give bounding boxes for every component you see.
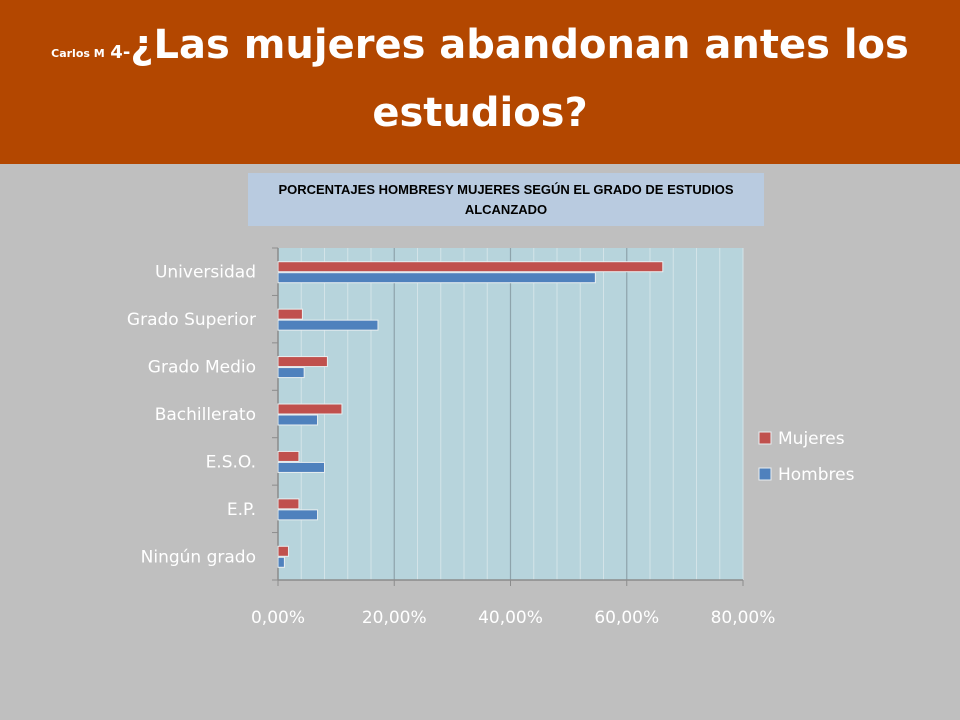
x-tick-label: 20,00%: [362, 608, 427, 628]
x-tick-label: 40,00%: [478, 608, 543, 628]
bar-hombres: [277, 414, 319, 426]
slide-number: 4-: [110, 42, 131, 63]
category-label: Universidad: [155, 263, 256, 283]
category-label: Bachillerato: [155, 405, 256, 425]
bar-hombres: [277, 461, 325, 473]
category-label: Ningún grado: [141, 547, 256, 567]
x-tick-label: 60,00%: [594, 608, 659, 628]
bar-mujeres: [277, 308, 303, 320]
category-label: Grado Superior: [127, 310, 256, 330]
legend-swatch-mujeres: [758, 431, 772, 445]
x-tick-label: 0,00%: [251, 608, 305, 628]
bar-mujeres: [277, 450, 300, 462]
chart-title: PORCENTAJES HOMBRESY MUJERES SEGÚN EL GR…: [248, 173, 764, 226]
bar-mujeres: [277, 261, 664, 273]
bar-hombres: [277, 319, 379, 331]
slide-title-part2: estudios?: [372, 90, 588, 136]
bar-hombres: [277, 509, 319, 521]
legend-swatch-hombres: [758, 467, 772, 481]
bar-mujeres: [277, 356, 328, 368]
bar-hombres: [277, 556, 285, 568]
bar-mujeres: [277, 403, 343, 415]
slide-title-part1: ¿Las mujeres abandonan antes los: [130, 22, 909, 68]
category-label: Grado Medio: [148, 358, 256, 378]
legend-label-mujeres: Mujeres: [778, 429, 845, 449]
bar-mujeres: [277, 545, 289, 557]
legend-label-hombres: Hombres: [778, 465, 855, 485]
bar-hombres: [277, 367, 305, 379]
title-banner: Carlos M 4-¿Las mujeres abandonan antes …: [0, 0, 960, 164]
category-label: E.S.O.: [206, 452, 256, 472]
bar-mujeres: [277, 498, 300, 510]
author-label: Carlos M: [51, 47, 105, 60]
category-label: E.P.: [227, 500, 256, 520]
x-tick-label: 80,00%: [711, 608, 776, 628]
bar-hombres: [277, 272, 596, 284]
